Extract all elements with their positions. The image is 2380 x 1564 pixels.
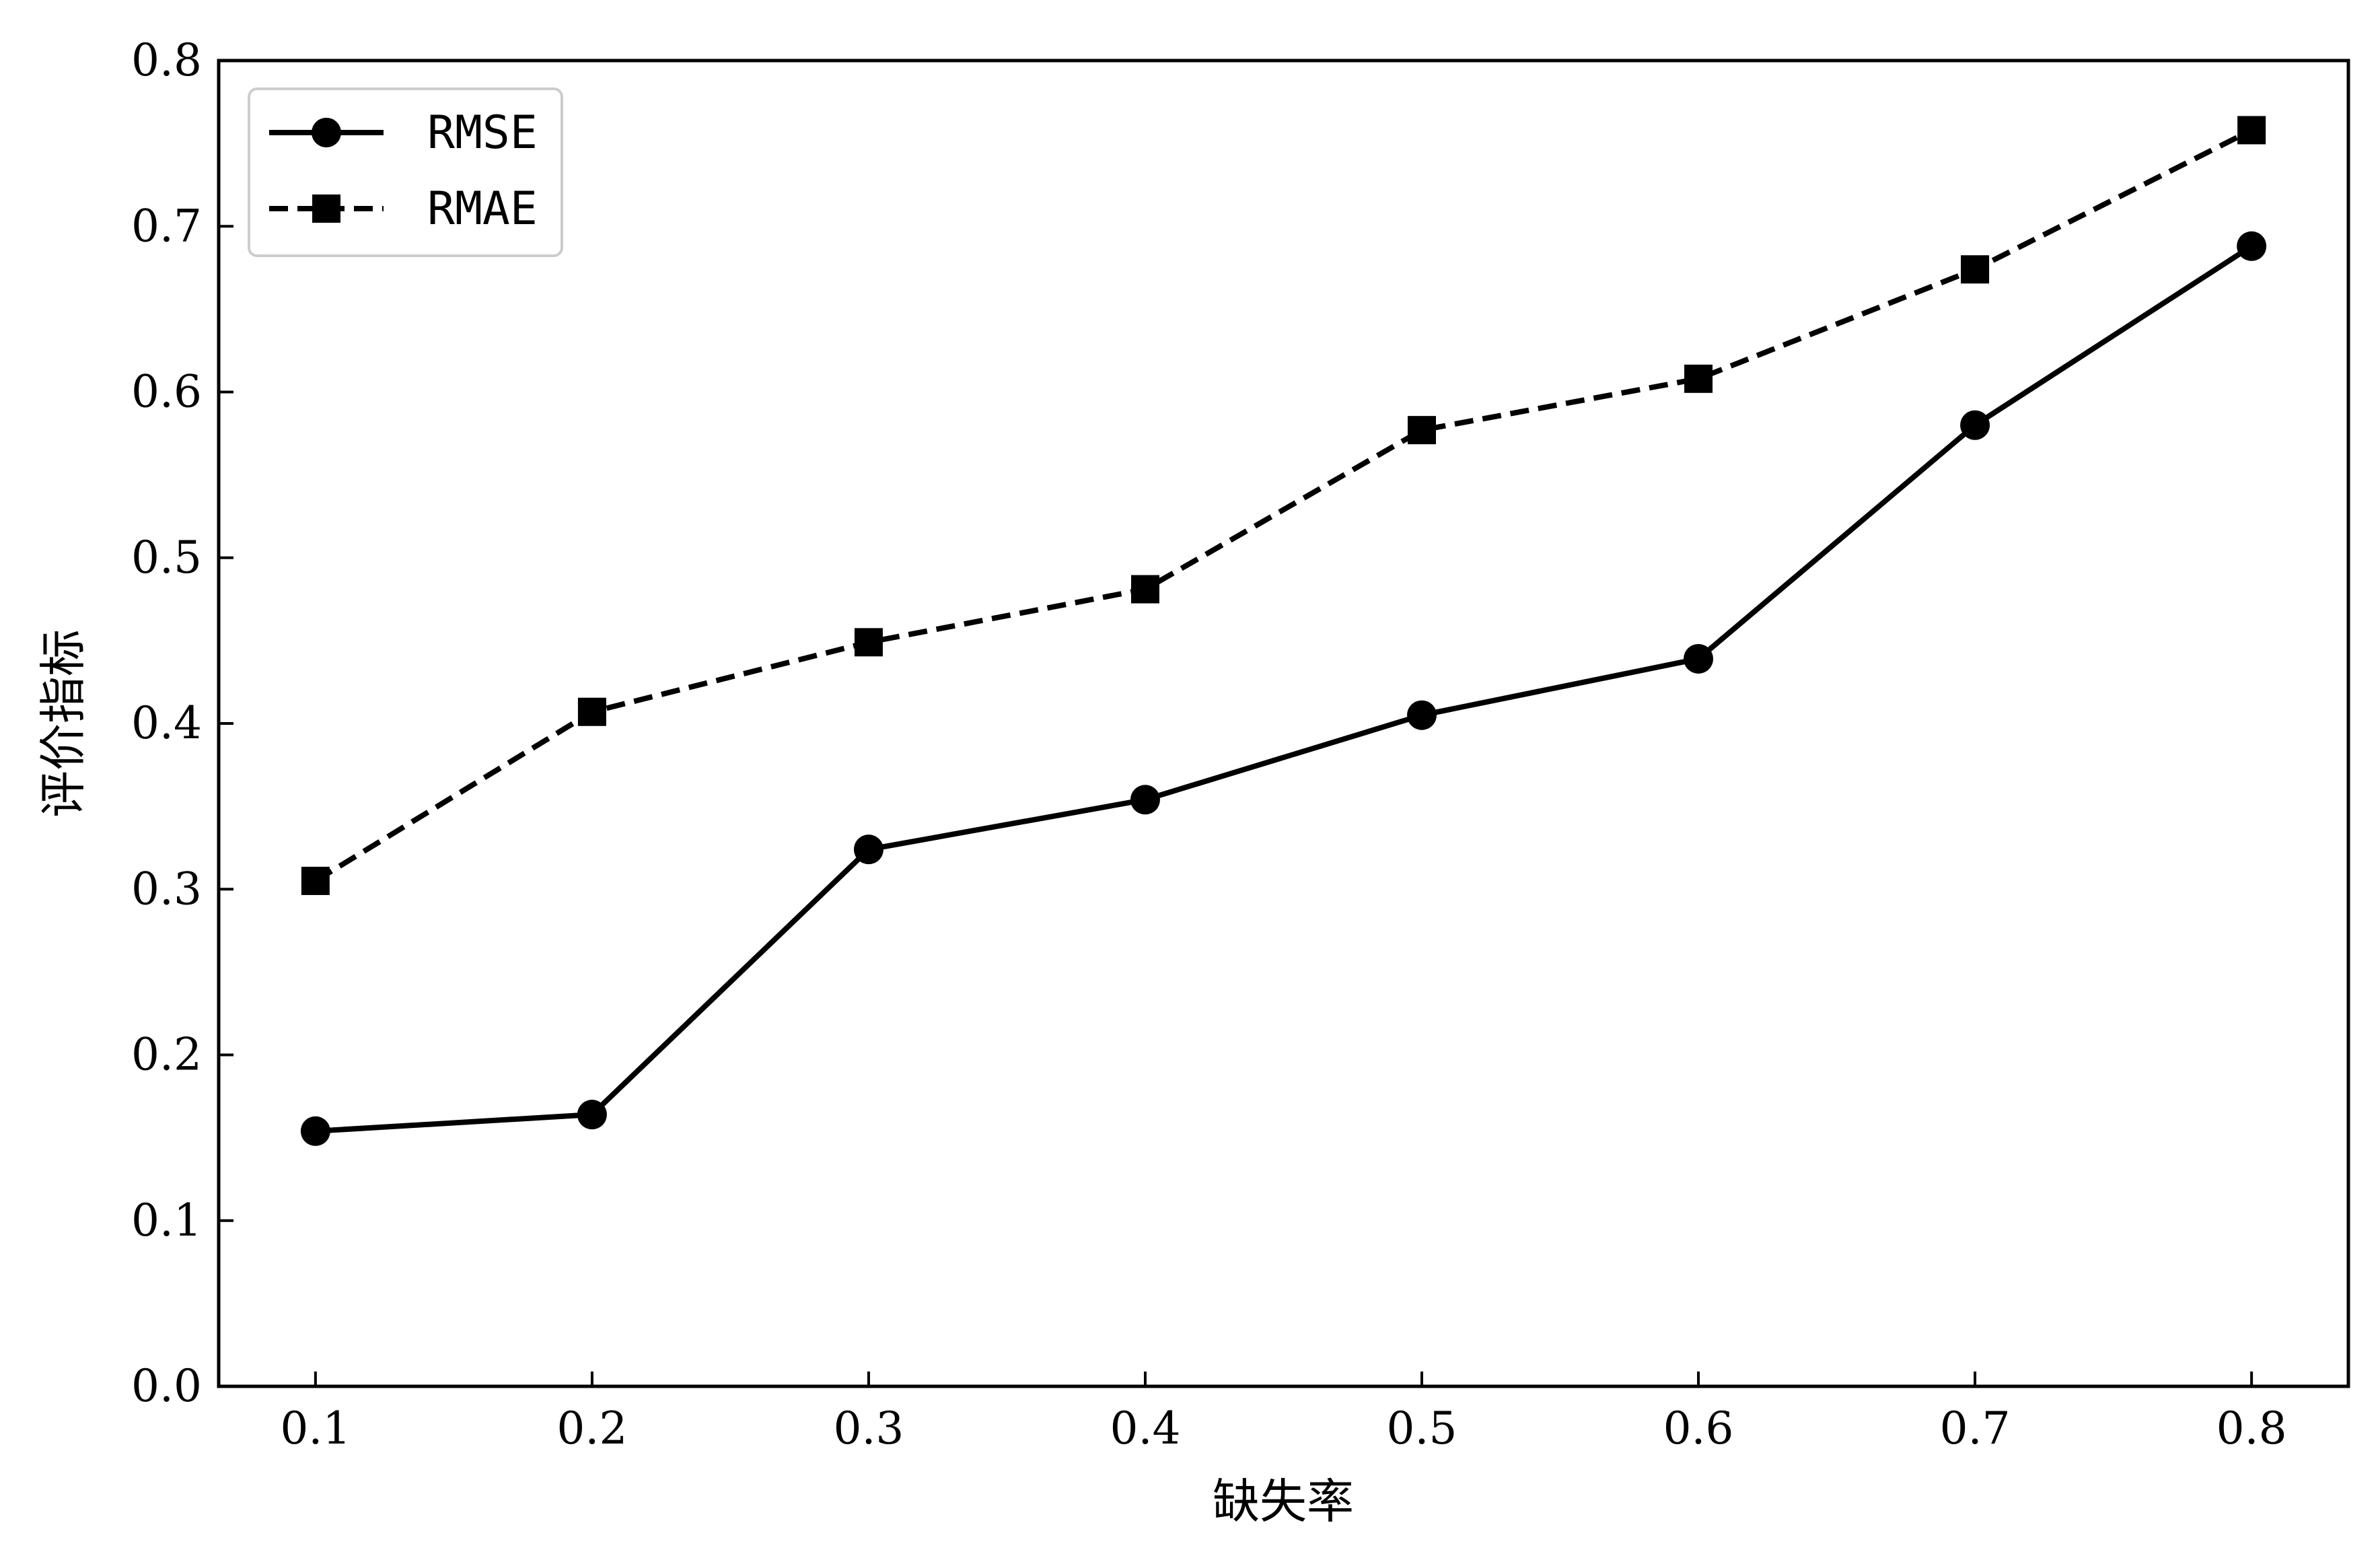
rmse-point: [1130, 785, 1160, 815]
rmae-point: [301, 866, 330, 895]
x-tick-label: 0.6: [1663, 1402, 1734, 1454]
plot-frame: [217, 59, 2350, 1388]
y-tick-label: 0.7: [131, 200, 202, 252]
legend-rmae-label: RMAE: [427, 182, 538, 236]
x-axis-title: 缺失率: [1213, 1474, 1354, 1529]
rmse-point: [853, 834, 884, 865]
rmse-point: [1684, 643, 1714, 674]
rmse-point: [1407, 700, 1437, 730]
x-tick-label: 0.1: [280, 1402, 351, 1454]
y-tick-label: 0.6: [131, 366, 202, 418]
rmae-line: [314, 127, 2253, 884]
y-tick-label: 0.4: [131, 697, 202, 749]
rmae-point: [1408, 416, 1437, 445]
ticks-layer: 0.1 0.2 0.3 0.4 0.5 0.6 0.7 0.8 0.0 0.1 0.2 0.3 0.4 0…: [131, 34, 2287, 1454]
rmse-point: [2237, 231, 2267, 261]
rmae-point: [2237, 116, 2266, 145]
x-tick-label: 0.3: [833, 1402, 904, 1454]
x-tick-label: 0.4: [1110, 1402, 1180, 1454]
rmae-point: [1130, 575, 1159, 604]
rmse-point: [577, 1100, 607, 1130]
y-axis-title: 评价指标: [36, 629, 91, 818]
rmse-line: [315, 244, 2253, 1134]
plot-area: [219, 61, 2348, 1386]
rmae-point: [854, 628, 883, 657]
rmae-point: [577, 697, 606, 726]
legend-rmae-marker: [312, 194, 340, 223]
rmae-point: [1684, 364, 1713, 393]
y-tick-label: 0.1: [131, 1195, 202, 1246]
y-tick-label: 0.2: [131, 1029, 202, 1081]
x-tick-label: 0.5: [1387, 1402, 1457, 1454]
legend-rmse-marker: [312, 118, 341, 147]
x-tick-label: 0.7: [1940, 1402, 2011, 1454]
y-tick-label: 0.3: [131, 863, 202, 915]
rmse-point: [300, 1116, 330, 1146]
series-layer: [300, 116, 2267, 1146]
x-tick-label: 0.8: [2216, 1402, 2287, 1454]
y-tick-label: 0.0: [131, 1360, 202, 1412]
x-tick-label: 0.2: [556, 1402, 627, 1454]
rmse-point: [1960, 410, 1990, 440]
rmae-point: [1961, 255, 1990, 284]
y-tick-label: 0.8: [131, 34, 202, 86]
legend: RMSE RMAE: [248, 87, 563, 257]
legend-rmse-label: RMSE: [427, 106, 538, 159]
y-tick-label: 0.5: [131, 532, 202, 583]
